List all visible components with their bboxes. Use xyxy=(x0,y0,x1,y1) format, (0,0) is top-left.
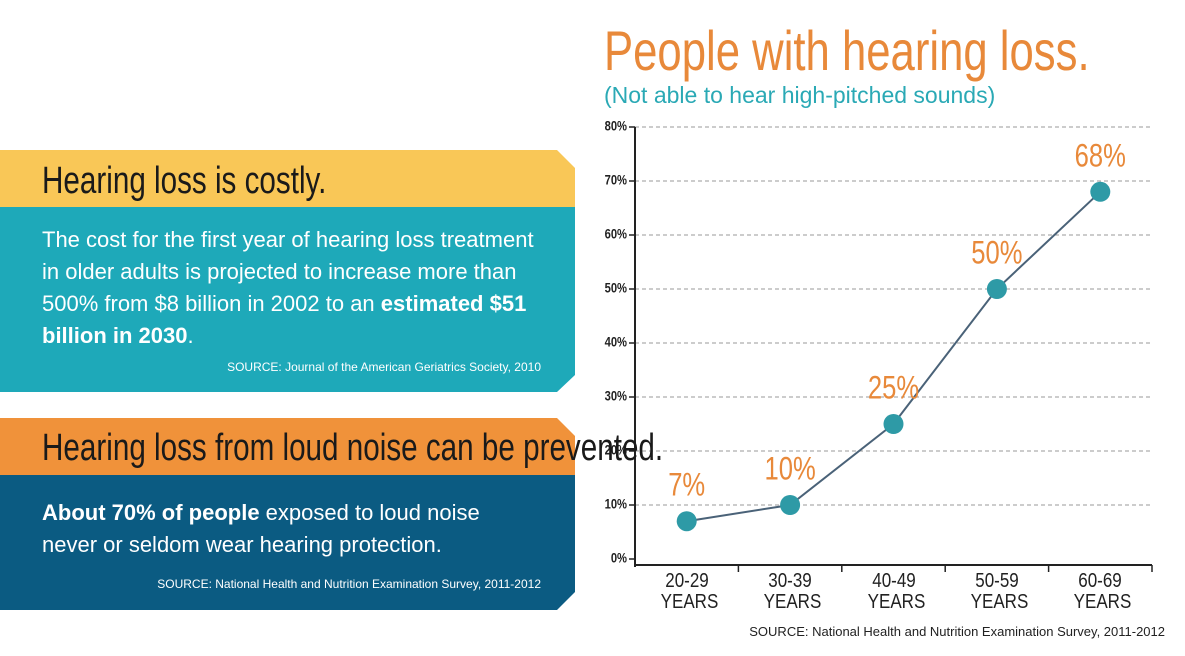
y-tick-label: 70% xyxy=(605,173,627,188)
point xyxy=(986,279,1007,299)
body-text: exposed to loud noise never or seldom we… xyxy=(42,500,480,557)
banner-orange xyxy=(0,418,575,475)
y-tick-label: 40% xyxy=(605,335,627,350)
data-label: 25% xyxy=(868,371,919,406)
x-tick-label: 60-69 YEARS xyxy=(1073,570,1132,613)
data-label: 68% xyxy=(1075,139,1126,174)
y-tick-label: 30% xyxy=(605,389,627,404)
x-tick-label: 20-29 YEARS xyxy=(660,570,718,613)
y-tick-label: 80% xyxy=(605,119,627,134)
chart-source: SOURCE: National Health and Nutrition Ex… xyxy=(749,624,1165,639)
data-label: 10% xyxy=(764,452,815,487)
line xyxy=(686,191,1101,523)
source: SOURCE: Journal of the American Geriatri… xyxy=(227,360,541,374)
point xyxy=(780,495,801,515)
chart-subtitle: (Not able to hear high-pitched sounds) xyxy=(604,82,996,108)
heading: Hearing loss is costly. xyxy=(42,160,327,202)
panel-teal xyxy=(0,207,575,392)
source: SOURCE: National Health and Nutrition Ex… xyxy=(157,577,541,591)
body-text: estimated $51 billion in 2030 xyxy=(42,291,527,348)
data-label: 7% xyxy=(668,468,705,503)
heading: Hearing loss from loud noise can be prev… xyxy=(42,427,664,469)
point xyxy=(883,414,904,434)
data-label: 50% xyxy=(971,236,1022,271)
y-tick-label: 50% xyxy=(605,281,627,296)
y-tick-label: 10% xyxy=(605,497,627,512)
y-tick-label: 0% xyxy=(611,551,627,566)
y-tick-label: 20% xyxy=(605,443,627,458)
body-text: . xyxy=(187,323,194,348)
x-tick-label: 30-39 YEARS xyxy=(763,570,822,613)
y-tick-label: 60% xyxy=(605,227,627,242)
panel-blue xyxy=(0,475,575,610)
banner-yellow xyxy=(0,150,575,207)
chart-title: People with hearing loss. xyxy=(604,19,1090,82)
x-tick-label: 50-59 YEARS xyxy=(970,570,1029,613)
panel-body: The cost for the first year of hearing l… xyxy=(42,224,547,352)
x-tick-label: 40-49 YEARS xyxy=(867,570,925,613)
point xyxy=(1090,181,1111,202)
body-text: About 70% of people xyxy=(42,500,260,525)
point xyxy=(676,511,697,532)
body-text: The cost for the first year of hearing l… xyxy=(42,227,534,316)
panel-body: About 70% of people exposed to loud nois… xyxy=(42,497,512,561)
